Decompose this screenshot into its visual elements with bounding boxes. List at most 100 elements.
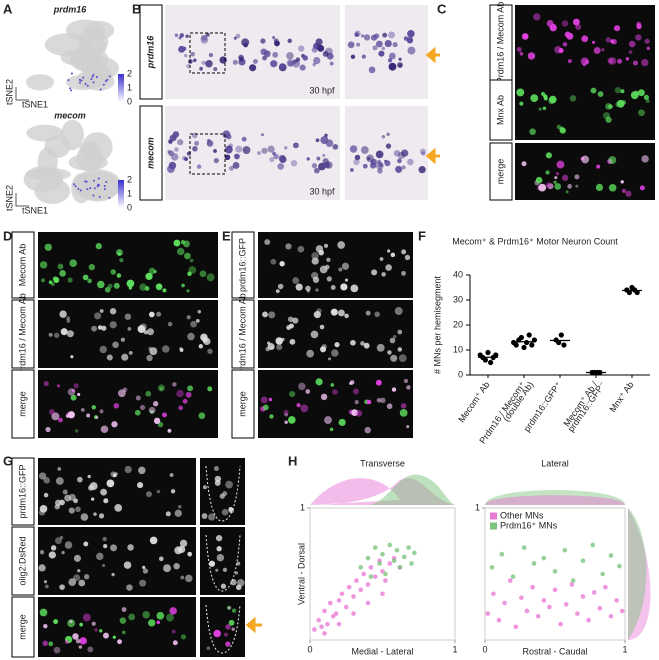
cell bbox=[341, 262, 350, 270]
cell bbox=[398, 57, 402, 61]
micrograph bbox=[38, 370, 218, 438]
cell bbox=[87, 646, 94, 653]
micrograph bbox=[515, 143, 655, 200]
zoom-box bbox=[189, 32, 226, 74]
tsne-cloud bbox=[25, 167, 72, 181]
cell bbox=[158, 556, 164, 562]
cell bbox=[644, 38, 650, 44]
cell bbox=[148, 346, 153, 351]
data-point bbox=[519, 595, 524, 601]
cell bbox=[564, 31, 571, 38]
data-point bbox=[380, 551, 385, 557]
cell bbox=[322, 51, 329, 57]
cell bbox=[287, 60, 294, 67]
cell bbox=[59, 584, 65, 591]
tsne-expr bbox=[92, 194, 95, 197]
cell bbox=[94, 312, 102, 320]
cell bbox=[273, 153, 279, 160]
cell bbox=[385, 264, 392, 271]
data-point bbox=[541, 555, 547, 561]
cell bbox=[340, 283, 348, 291]
cell bbox=[605, 103, 612, 110]
cell bbox=[43, 492, 49, 498]
cell bbox=[242, 146, 251, 154]
cell bbox=[289, 338, 296, 345]
x-tick-label: Mecom⁺ Ab bbox=[456, 380, 491, 424]
cell bbox=[55, 477, 64, 485]
cell bbox=[155, 283, 163, 291]
micrograph bbox=[38, 232, 218, 298]
cell bbox=[57, 263, 64, 270]
data-point bbox=[561, 342, 567, 348]
colorbar-tick: 1 bbox=[127, 188, 132, 198]
cell bbox=[106, 479, 115, 488]
cell bbox=[338, 267, 343, 272]
cell bbox=[86, 413, 91, 418]
tsne-expr bbox=[84, 82, 87, 85]
cell bbox=[170, 489, 176, 494]
cell bbox=[311, 163, 318, 169]
cell bbox=[284, 412, 289, 417]
cell bbox=[230, 579, 237, 586]
y-tick-label: 0 bbox=[458, 369, 463, 379]
cell bbox=[54, 537, 62, 545]
cell bbox=[118, 389, 126, 398]
data-point bbox=[328, 600, 333, 606]
cell bbox=[54, 504, 60, 510]
cell bbox=[124, 465, 132, 474]
cell bbox=[208, 513, 216, 521]
data-point bbox=[591, 590, 597, 595]
cell bbox=[148, 311, 155, 318]
cell bbox=[156, 611, 165, 620]
cell bbox=[391, 387, 397, 392]
cell bbox=[361, 54, 366, 59]
cell bbox=[404, 254, 411, 261]
data-point bbox=[491, 591, 496, 597]
cell bbox=[344, 278, 349, 282]
cell bbox=[183, 240, 190, 248]
gene-name: prdm16 bbox=[145, 35, 155, 70]
cell bbox=[99, 309, 104, 313]
cell bbox=[207, 348, 213, 354]
label-box bbox=[11, 231, 35, 299]
cell bbox=[127, 544, 134, 551]
cell bbox=[69, 620, 73, 624]
cell bbox=[186, 289, 190, 293]
cell bbox=[605, 116, 612, 123]
data-point bbox=[597, 606, 603, 611]
cell bbox=[554, 45, 562, 54]
cell bbox=[216, 546, 222, 552]
cell bbox=[173, 239, 181, 247]
cell bbox=[142, 610, 150, 619]
cell bbox=[403, 378, 408, 383]
cell bbox=[366, 154, 374, 163]
cell bbox=[233, 36, 237, 40]
data-point bbox=[380, 591, 385, 597]
cell bbox=[332, 143, 339, 150]
cell bbox=[638, 109, 645, 117]
cell bbox=[70, 394, 77, 401]
data-point bbox=[336, 598, 342, 603]
cell bbox=[185, 34, 189, 38]
cell bbox=[608, 57, 617, 65]
cell bbox=[78, 645, 83, 649]
data-point bbox=[489, 565, 495, 570]
cell bbox=[172, 640, 178, 646]
cell bbox=[278, 154, 286, 162]
plot-frame bbox=[309, 507, 456, 641]
data-point bbox=[562, 547, 568, 553]
tsne-expr bbox=[74, 185, 77, 188]
micrograph bbox=[258, 370, 413, 438]
outline bbox=[205, 465, 241, 522]
panel-label: A bbox=[3, 1, 13, 16]
cell bbox=[56, 384, 60, 388]
cell bbox=[87, 278, 92, 284]
cell bbox=[371, 269, 378, 276]
data-point bbox=[521, 344, 527, 351]
cell bbox=[219, 56, 227, 64]
cell bbox=[206, 646, 211, 651]
cell bbox=[206, 273, 215, 282]
data-point bbox=[346, 584, 352, 590]
cell bbox=[375, 40, 383, 48]
cell bbox=[545, 152, 552, 159]
